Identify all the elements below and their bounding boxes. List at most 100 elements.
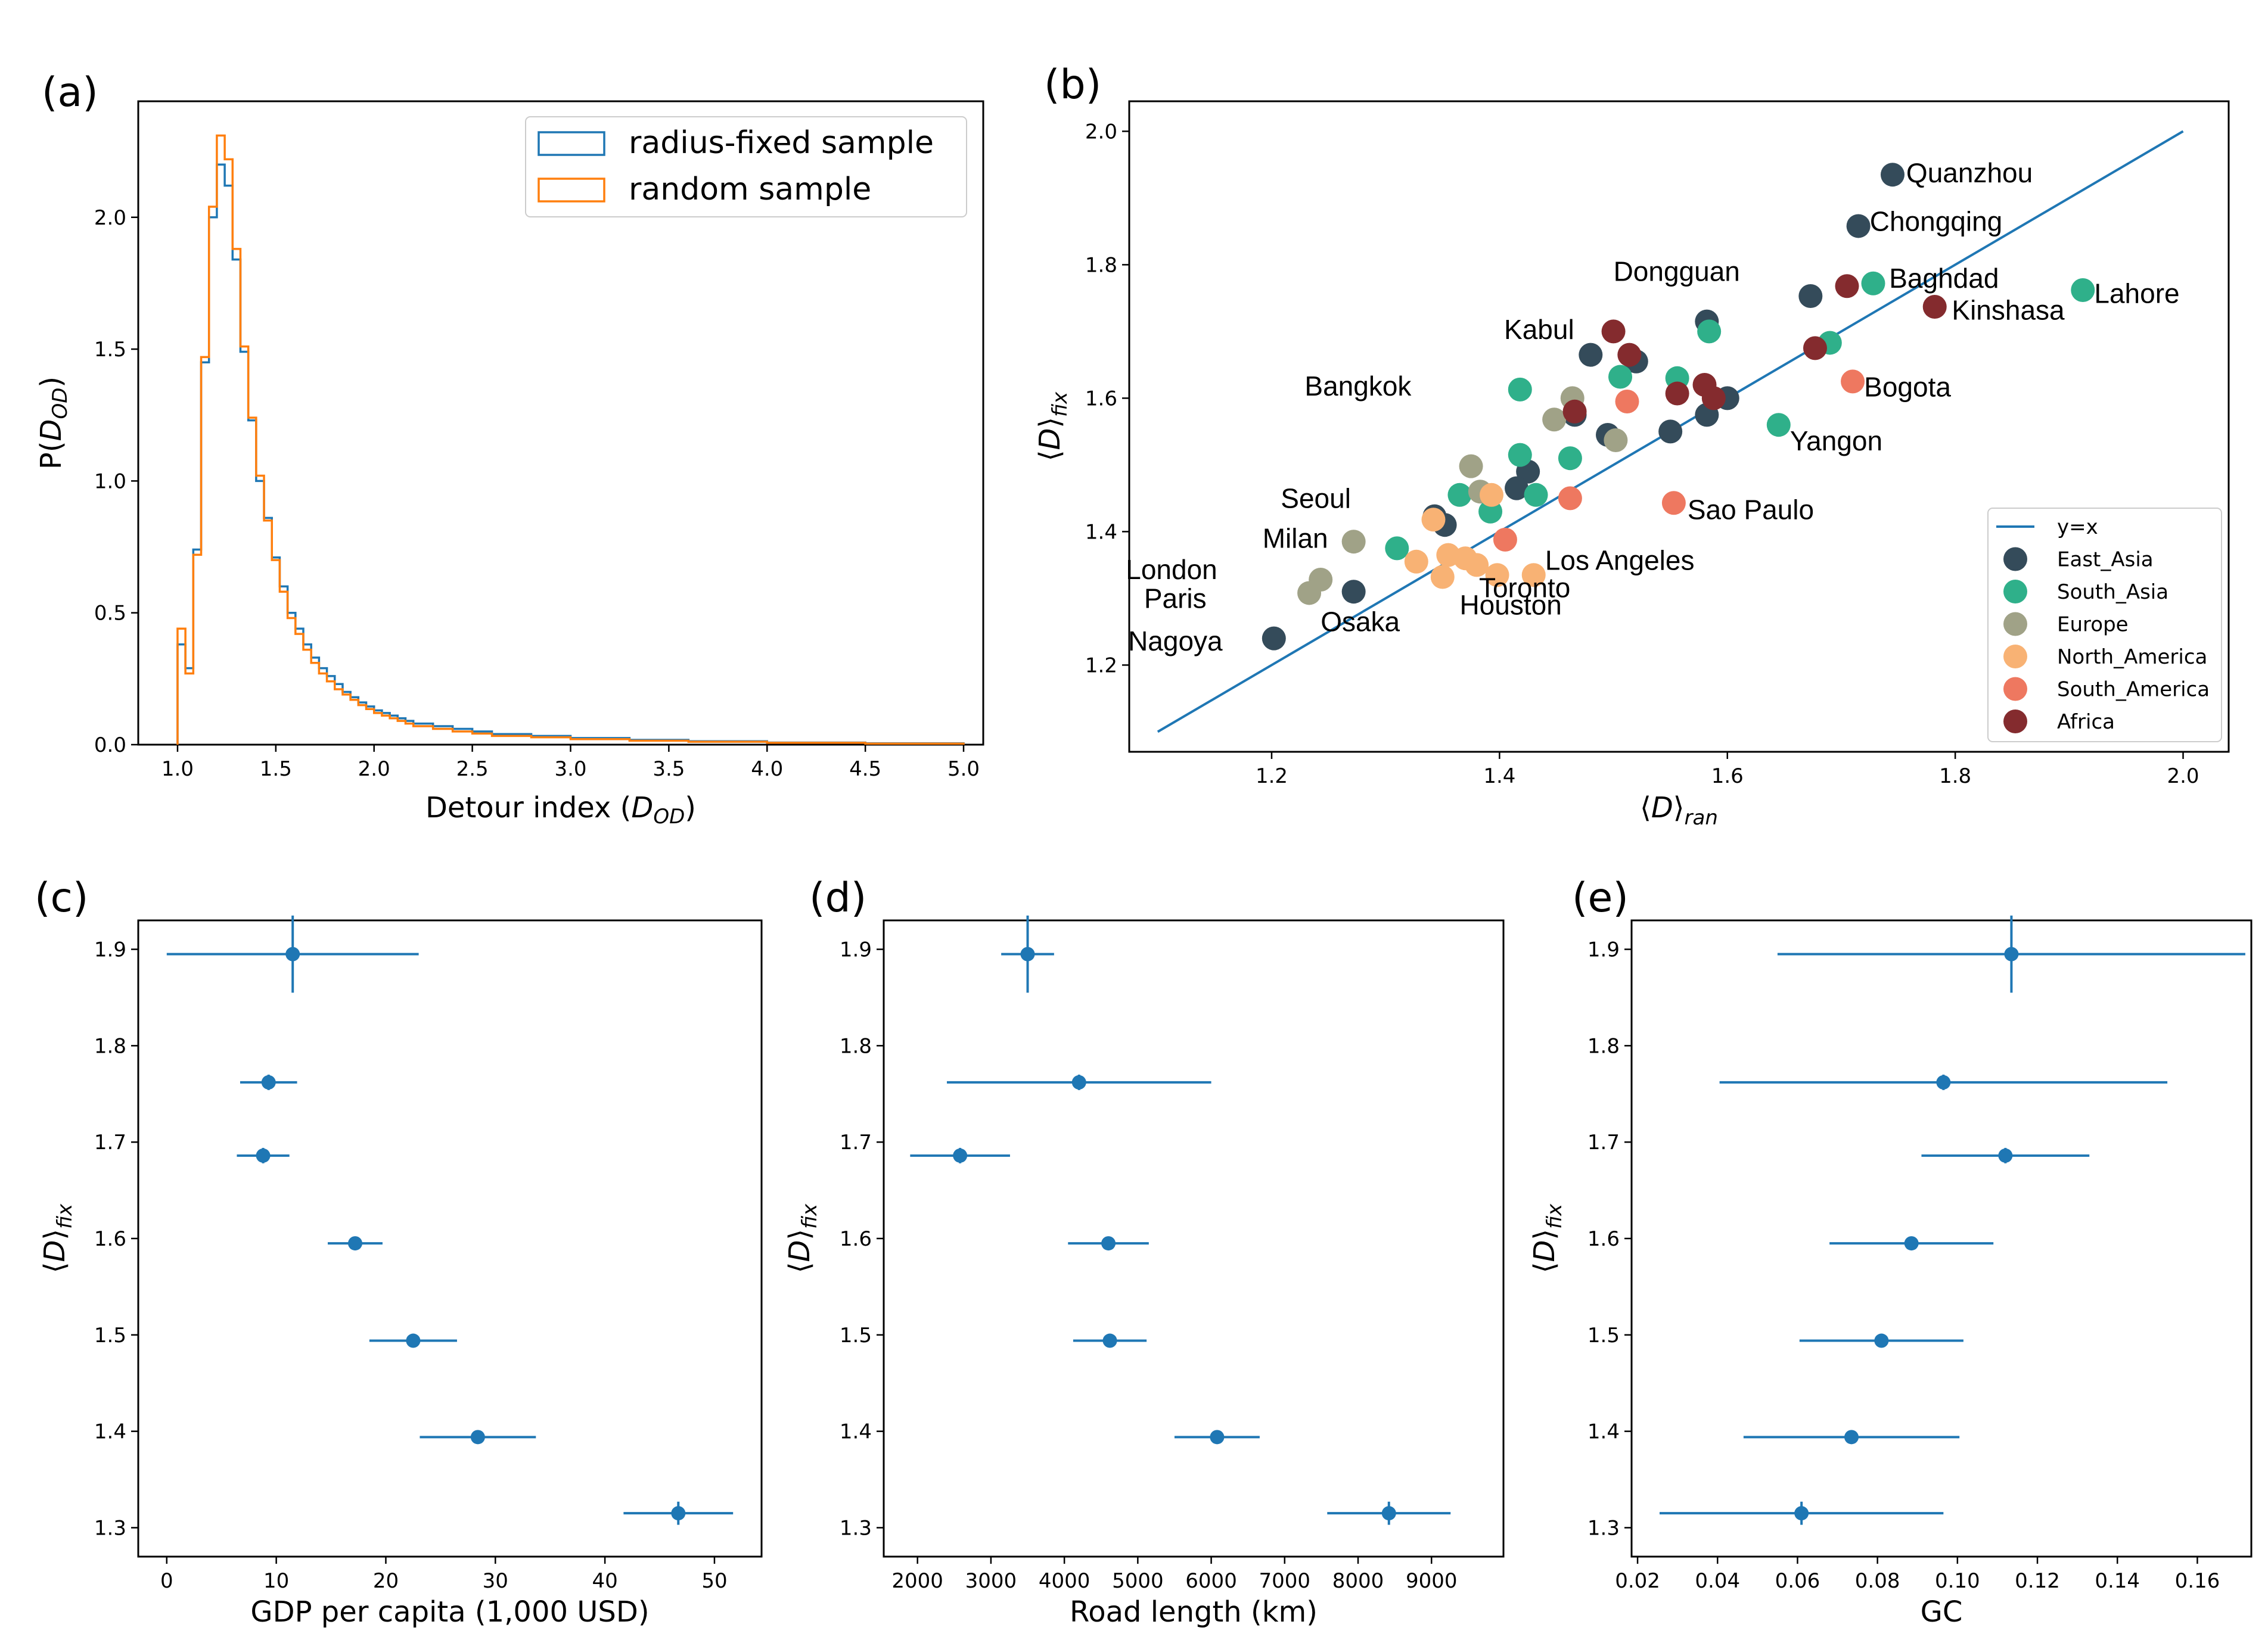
scatter-point-north-america xyxy=(1521,563,1546,587)
scatter-point-east-asia xyxy=(1505,476,1529,500)
city-annotation: Lahore xyxy=(2094,278,2179,309)
legend-label: Europe xyxy=(2057,613,2129,637)
city-annotation: Toronto xyxy=(1479,572,1570,603)
y-tick-label: 1.4 xyxy=(1587,1420,1620,1444)
errorbar-point xyxy=(910,1147,1010,1163)
y-tick-label: 1.5 xyxy=(94,1324,126,1348)
x-tick-label: 0.14 xyxy=(2095,1569,2140,1593)
data-point xyxy=(470,1430,485,1445)
city-annotation: Baghdad xyxy=(1889,263,1999,294)
data-point xyxy=(1936,1075,1951,1090)
scatter-point-south-asia xyxy=(1558,446,1582,471)
data-point xyxy=(261,1075,276,1090)
scatter-point-south-asia xyxy=(1766,413,1791,437)
scatter-point-africa xyxy=(1922,294,1947,319)
errorbar-point xyxy=(1327,1501,1451,1525)
legend-label: random sample xyxy=(629,172,871,207)
plot-frame xyxy=(137,919,763,1558)
scatter-point-south-asia xyxy=(2071,278,2095,302)
y-tick-label: 1.8 xyxy=(94,1034,126,1058)
scatter-point-south-asia xyxy=(1524,483,1548,507)
x-tick-label: 0.10 xyxy=(1935,1569,1980,1593)
x-tick-label: 5.0 xyxy=(947,757,980,781)
errorbar-point xyxy=(369,1333,457,1348)
city-annotation: Chongqing xyxy=(1870,206,2003,237)
scatter-point-east-asia xyxy=(1658,419,1683,444)
x-tick-label: 1.5 xyxy=(260,757,292,781)
x-tick-label: 0.06 xyxy=(1775,1569,1820,1593)
panel-letter-a: (a) xyxy=(42,69,98,116)
y-tick-label: 1.9 xyxy=(840,938,872,962)
y-tick-label: 0.0 xyxy=(94,733,126,757)
scatter-point-africa xyxy=(1617,343,1642,367)
scatter-point-north-america xyxy=(1404,549,1428,574)
scatter-point-africa xyxy=(1601,319,1626,344)
x-tick-label: 4.0 xyxy=(751,757,783,781)
x-tick-label: 20 xyxy=(373,1569,399,1593)
x-tick-label: 2.5 xyxy=(456,757,489,781)
x-tick-label: 4000 xyxy=(1039,1569,1090,1593)
errorbar-point xyxy=(237,1147,290,1163)
y-tick-label: 1.6 xyxy=(94,1227,126,1251)
scatter-point-africa xyxy=(1665,381,1689,406)
city-annotation: Kinshasa xyxy=(1952,295,2065,326)
x-tick-label: 50 xyxy=(701,1569,727,1593)
y-tick-label: 1.7 xyxy=(1587,1131,1620,1155)
data-point xyxy=(1381,1506,1396,1521)
x-tick-label: 5000 xyxy=(1112,1569,1164,1593)
x-axis-label: GDP per capita (1,000 USD) xyxy=(250,1595,649,1629)
scatter-point-south-america xyxy=(1558,486,1582,511)
data-point xyxy=(1844,1430,1859,1445)
legend-marker xyxy=(2003,580,2027,603)
y-tick-label: 1.5 xyxy=(94,338,126,362)
data-point xyxy=(347,1236,362,1251)
legend-marker xyxy=(2003,710,2027,733)
y-tick-label: 1.5 xyxy=(840,1324,872,1348)
y-axis-label: ⟨D⟩fix xyxy=(1033,391,1072,461)
legend-box xyxy=(1987,508,2222,742)
x-axis-label: Detour index (DOD) xyxy=(425,791,696,829)
scatter-point-south-asia xyxy=(1697,319,1722,344)
scatter-point-east-asia xyxy=(1880,163,1905,187)
x-tick-label: 7000 xyxy=(1259,1569,1311,1593)
data-point xyxy=(1794,1506,1809,1521)
data-point xyxy=(256,1148,271,1163)
scatter-point-south-asia xyxy=(1508,443,1532,467)
scatter-point-africa xyxy=(1835,274,1859,298)
scatter-point-north-america xyxy=(1465,553,1489,577)
city-annotation: Osaka xyxy=(1321,606,1400,637)
legend-label: radius-fixed sample xyxy=(629,125,934,161)
data-point xyxy=(2004,947,2019,961)
errorbar-point xyxy=(1719,1074,2168,1090)
data-point xyxy=(1101,1236,1116,1251)
errorbar-point xyxy=(166,915,419,993)
city-annotation: Quanzhou xyxy=(1906,157,2033,188)
legend-label: South_America xyxy=(2057,678,2210,702)
y-tick-label: 1.0 xyxy=(94,469,126,493)
scatter-point-south-asia xyxy=(1385,536,1409,561)
errorbar-point xyxy=(1659,1501,1944,1525)
legend-swatch xyxy=(538,131,605,156)
data-point xyxy=(671,1506,686,1521)
scatter-point-south-asia xyxy=(1608,365,1633,389)
data-point xyxy=(1071,1075,1086,1090)
y-tick-label: 1.6 xyxy=(840,1227,872,1251)
x-tick-label: 0.08 xyxy=(1855,1569,1900,1593)
scatter-point-south-america xyxy=(1615,390,1639,413)
legend-label: y=x xyxy=(2057,515,2098,539)
x-tick-label: 0 xyxy=(160,1569,173,1593)
data-point xyxy=(953,1148,968,1163)
errorbar-point xyxy=(1743,1430,1960,1445)
scatter-point-north-america xyxy=(1430,565,1455,589)
errorbar-point xyxy=(328,1236,383,1251)
errorbar-point xyxy=(1921,1147,2090,1163)
errorbar-point xyxy=(1777,915,2245,993)
city-annotation: Yangon xyxy=(1790,425,1882,456)
y-tick-label: 1.5 xyxy=(1587,1324,1620,1348)
x-tick-label: 1.4 xyxy=(1483,764,1515,788)
y-axis-label: P(DOD) xyxy=(35,376,72,469)
data-point xyxy=(406,1333,421,1348)
data-point xyxy=(1998,1148,2013,1163)
y-axis-label: ⟨D⟩fix xyxy=(1528,1203,1567,1273)
scatter-point-south-asia xyxy=(1508,377,1532,402)
